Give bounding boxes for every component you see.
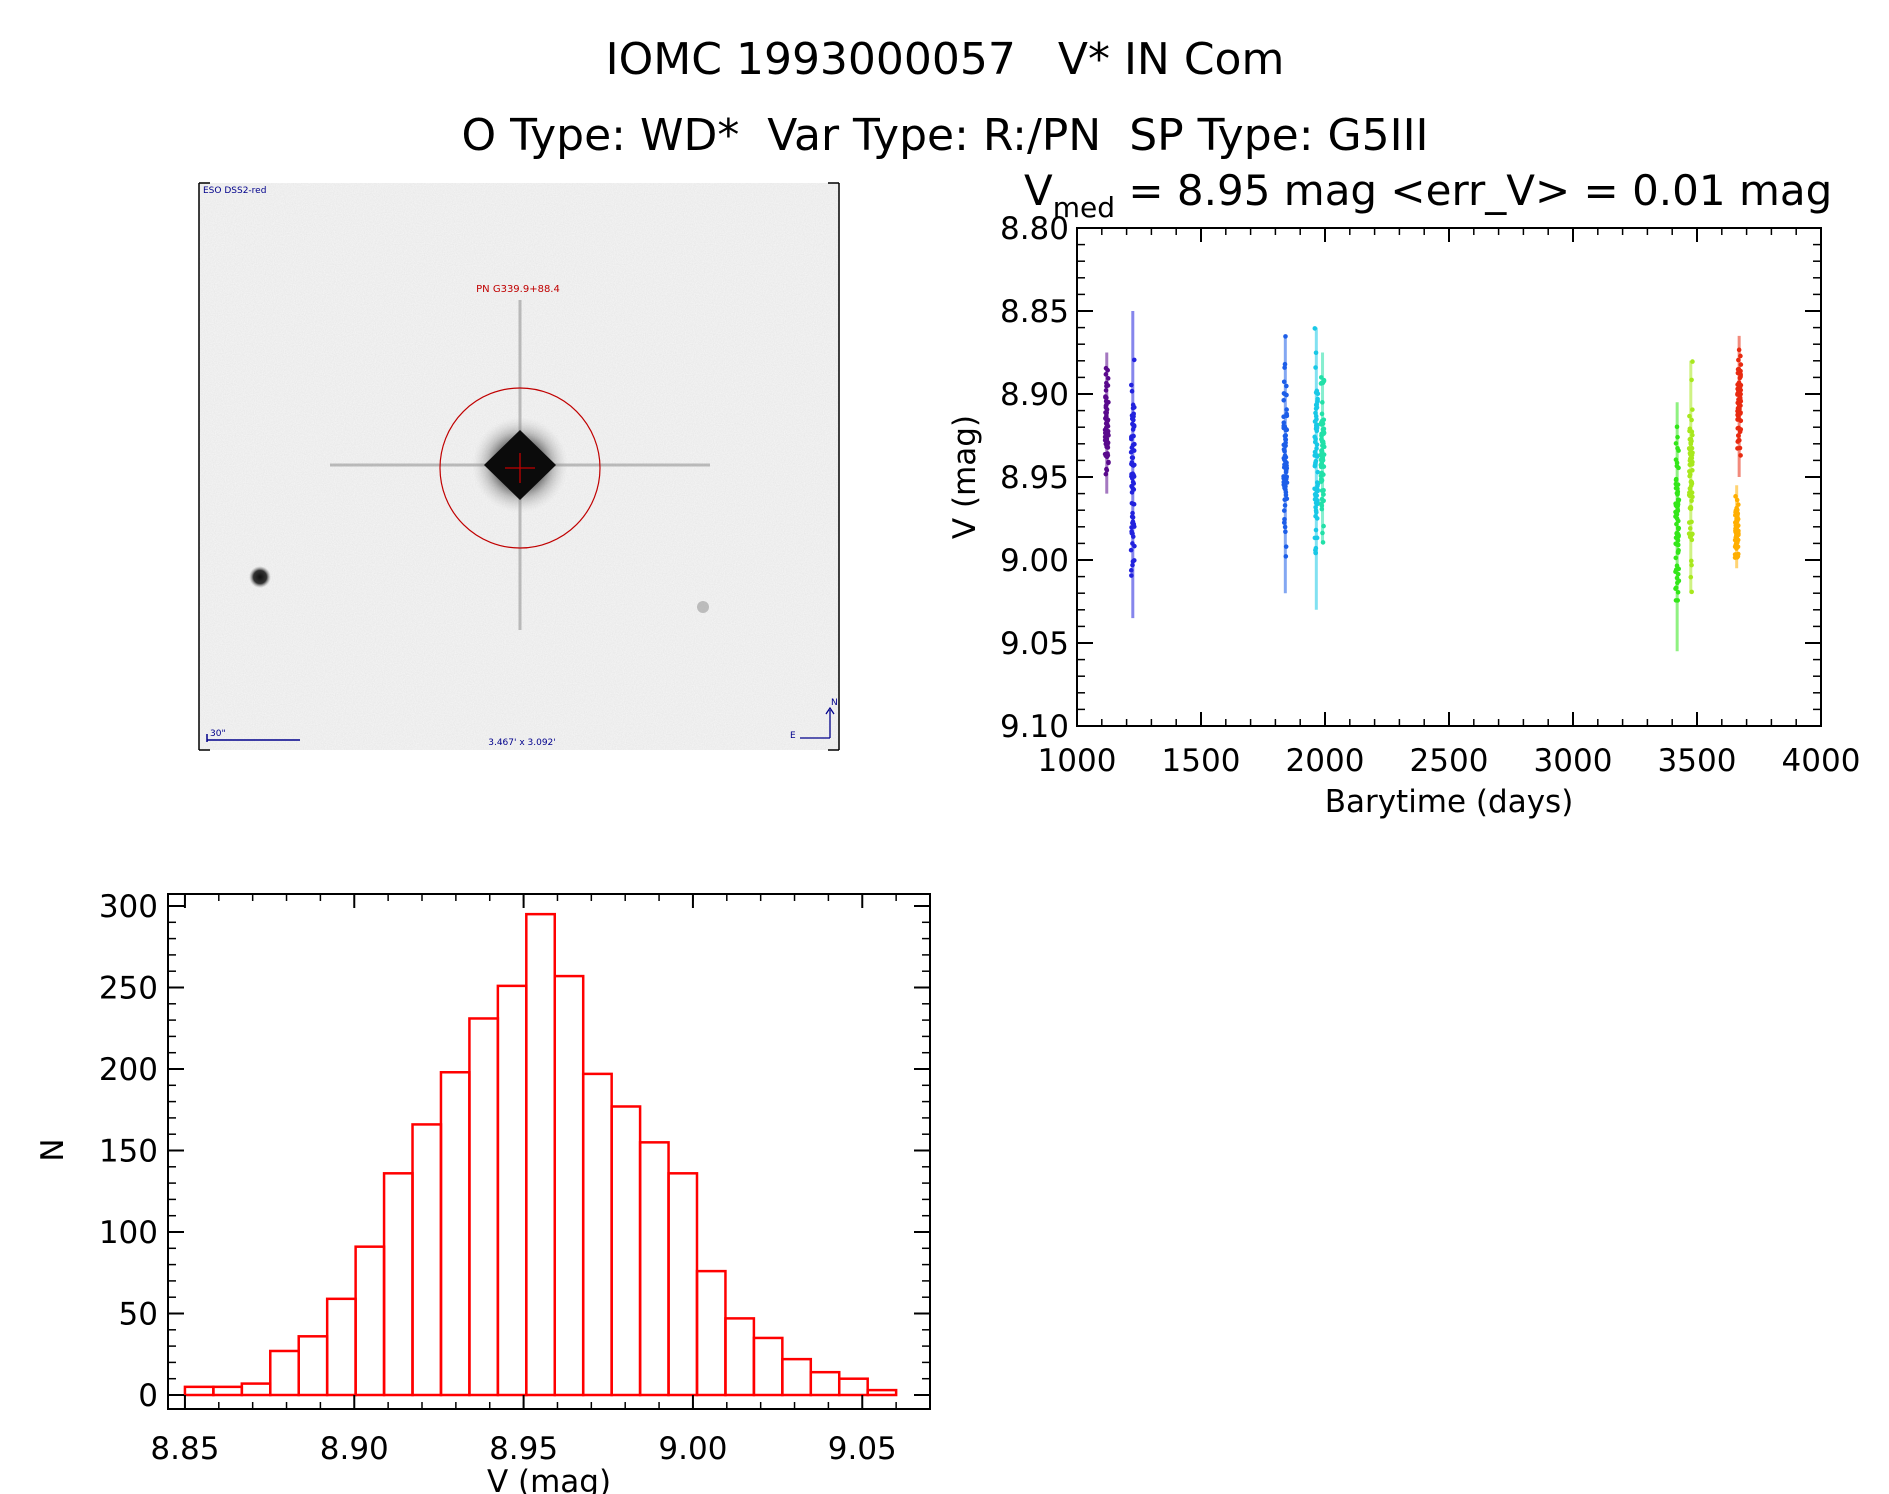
histogram-bar xyxy=(411,1123,443,1397)
hist-ytick-label: 200 xyxy=(99,1052,158,1088)
histogram-bar xyxy=(752,1336,784,1397)
histogram-bar xyxy=(638,1141,670,1397)
hist-ytick-label: 250 xyxy=(99,971,158,1007)
histogram-bar xyxy=(724,1317,756,1397)
histogram-bar xyxy=(382,1172,414,1397)
lc-xtick-label: 3500 xyxy=(1658,743,1737,779)
scale-label: 30" xyxy=(210,729,226,739)
histogram-bar xyxy=(610,1105,642,1397)
light-curve-ticks: 1000 1500 2000 2500 3000 3500 4000 8.80 8.85 8.90… xyxy=(1000,211,1860,779)
lc-xtick-label: 1500 xyxy=(1162,743,1241,779)
histogram-bar xyxy=(496,984,528,1397)
title-v: V xyxy=(1024,166,1053,215)
title-subscript: med xyxy=(1053,191,1115,224)
scale-bar: 30" xyxy=(206,729,300,742)
light-curve-points xyxy=(1102,311,1744,652)
lc-xtick-label: 1000 xyxy=(1038,743,1117,779)
histogram-ylabel: N xyxy=(35,1138,71,1161)
compass-north: N xyxy=(831,698,838,708)
lc-ytick-label: 8.85 xyxy=(1000,294,1069,330)
lc-xtick-label: 2000 xyxy=(1286,743,1365,779)
hist-xtick-label: 8.85 xyxy=(150,1431,219,1467)
hist-xtick-label: 9.00 xyxy=(658,1431,727,1467)
compass xyxy=(800,706,835,739)
finder-object-label: PN G339.9+88.4 xyxy=(476,284,560,295)
light-curve-ylabel: V (mag) xyxy=(947,415,983,539)
histogram-ticks: 8.85 8.90 8.95 9.00 9.05 0 50 100 150 200 250 300 xyxy=(99,889,931,1467)
title-rest: = 8.95 mag <err_V> = 0.01 mag xyxy=(1115,166,1832,215)
histogram-bar xyxy=(695,1269,727,1397)
histogram-bar xyxy=(866,1388,898,1397)
histogram-bar xyxy=(325,1297,357,1397)
figure-title-line2: O Type: WD* Var Type: R:/PN SP Type: G5I… xyxy=(461,110,1428,161)
histogram-bar xyxy=(553,974,585,1397)
target-marker-circle xyxy=(439,387,601,549)
histogram-bar xyxy=(837,1377,869,1397)
hist-ytick-label: 300 xyxy=(99,889,158,925)
histogram-bar xyxy=(809,1370,841,1397)
histogram-bar xyxy=(212,1385,244,1397)
lc-ytick-label: 9.10 xyxy=(1000,709,1069,745)
lc-xtick-label: 3000 xyxy=(1534,743,1613,779)
hist-ytick-label: 150 xyxy=(99,1134,158,1170)
histogram-bar xyxy=(240,1382,272,1397)
hist-frame xyxy=(167,893,931,1410)
lc-ytick-label: 8.80 xyxy=(1000,211,1069,247)
field-star xyxy=(249,566,271,588)
finder-size-label: 3.467' x 3.092' xyxy=(488,738,556,748)
figure-title-line1: IOMC 1993000057 V* IN Com xyxy=(606,34,1285,85)
lc-ytick-label: 9.00 xyxy=(1000,543,1069,579)
histogram-chart: 8.85 8.90 8.95 9.00 9.05 0 50 100 150 200 250 300 V… xyxy=(35,889,931,1494)
histogram-bar xyxy=(269,1349,300,1397)
hist-xtick-label: 9.05 xyxy=(828,1431,897,1467)
histogram-bar xyxy=(183,1385,215,1397)
light-curve-xlabel: Barytime (days) xyxy=(1325,784,1574,820)
histogram-bars xyxy=(183,912,898,1397)
finder-survey-label: ESO DSS2-red xyxy=(203,186,266,196)
compass-east: E xyxy=(790,731,796,741)
hist-xtick-label: 8.95 xyxy=(489,1431,558,1467)
histogram-bar xyxy=(781,1357,813,1397)
lc-ytick-label: 8.95 xyxy=(1000,460,1069,496)
light-curve-title: Vmed = 8.95 mag <err_V> = 0.01 mag xyxy=(1024,166,1832,224)
hist-ytick-label: 50 xyxy=(119,1297,158,1333)
hist-ytick-label: 0 xyxy=(138,1378,158,1414)
histogram-bar xyxy=(525,912,557,1397)
lc-xtick-label: 4000 xyxy=(1782,743,1861,779)
plot-frame xyxy=(1076,227,1822,727)
histogram-bar xyxy=(354,1245,386,1397)
lc-ytick-label: 9.05 xyxy=(1000,626,1069,662)
histogram-bar xyxy=(468,1017,500,1397)
hist-ytick-label: 100 xyxy=(99,1215,158,1251)
field-star-faint xyxy=(697,601,709,613)
target-crosshair xyxy=(505,453,535,483)
hist-xtick-label: 8.90 xyxy=(320,1431,389,1467)
histogram-bar xyxy=(581,1072,613,1397)
histogram-bar xyxy=(297,1335,329,1397)
histogram-bar xyxy=(667,1172,699,1397)
histogram-xlabel: V (mag) xyxy=(487,1464,611,1494)
light-curve-chart: Vmed = 8.95 mag <err_V> = 0.01 mag 1000 1… xyxy=(947,166,1860,820)
lc-ytick-label: 8.90 xyxy=(1000,377,1069,413)
finder-image-panel: ESO DSS2-red PN G339.9+88.4 30" 3.467' x… xyxy=(198,182,840,751)
lc-xtick-label: 2500 xyxy=(1410,743,1489,779)
histogram-bar xyxy=(439,1071,471,1397)
